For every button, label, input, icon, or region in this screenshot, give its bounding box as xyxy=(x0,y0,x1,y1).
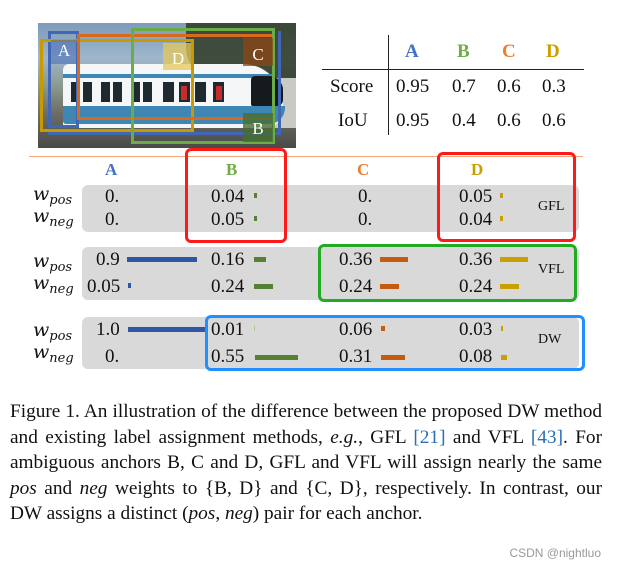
vfl-neg-D: 0.24 xyxy=(459,276,493,297)
score-D: 0.3 xyxy=(542,76,566,97)
dw-neg-D: 0.08 xyxy=(459,346,493,367)
vfl-wpos-label: wpos xyxy=(33,250,73,275)
vfl-neg-B: 0.24 xyxy=(211,276,245,297)
box-label-C: C xyxy=(252,45,264,64)
dw-row xyxy=(82,317,579,369)
iou-C: 0.6 xyxy=(497,110,521,131)
score-table-header-A: A xyxy=(405,41,419,62)
dw-pos-D: 0.03 xyxy=(459,319,493,340)
dw-pos-B-bar xyxy=(254,326,255,331)
anchor-box-B xyxy=(131,28,275,144)
gfl-neg-D-bar xyxy=(500,216,503,221)
dw-neg-D-bar xyxy=(501,355,507,360)
label-bg-D xyxy=(163,43,191,70)
score-C: 0.6 xyxy=(497,76,521,97)
dw-pos-C: 0.06 xyxy=(339,319,373,340)
vfl-wneg-label: wneg xyxy=(33,272,74,297)
gfl-wpos-label: wpos xyxy=(33,183,73,208)
gfl-pos-A: 0. xyxy=(105,186,120,207)
label-bg-B xyxy=(243,113,273,142)
vfl-pos-C-bar xyxy=(380,257,408,262)
vfl-neg-C: 0.24 xyxy=(339,276,373,297)
label-bg-A xyxy=(51,40,77,64)
vfl-neg-A-bar xyxy=(128,283,131,288)
weights-header-A: A xyxy=(105,160,118,179)
weights-header-D: D xyxy=(471,160,484,179)
gfl-neg-C: 0. xyxy=(358,209,373,230)
dw-pos-A-bar xyxy=(128,327,206,332)
citation-43[interactable]: [43] xyxy=(530,426,563,448)
vfl-pos-A: 0.9 xyxy=(96,249,120,270)
gfl-highlight-D xyxy=(437,152,576,242)
box-label-B: B xyxy=(252,119,264,138)
gfl-neg-A: 0. xyxy=(105,209,120,230)
dw-neg-B-bar xyxy=(255,355,298,360)
box-label-D: D xyxy=(171,49,185,68)
vfl-pos-B-bar xyxy=(254,257,266,262)
dw-neg-C-bar xyxy=(381,355,405,360)
label-bg-C xyxy=(243,38,273,66)
vfl-pos-C: 0.36 xyxy=(339,249,373,270)
anchor-box-D xyxy=(40,39,194,132)
vfl-neg-C-bar xyxy=(380,284,399,289)
citation-21[interactable]: [21] xyxy=(413,426,446,448)
gfl-pos-D: 0.05 xyxy=(459,186,493,207)
score-table-header-D: D xyxy=(546,41,560,62)
score-A: 0.95 xyxy=(396,76,430,97)
score-row-label: Score xyxy=(330,76,374,97)
gfl-wneg-label: wneg xyxy=(33,205,74,230)
iou-A: 0.95 xyxy=(396,110,430,131)
vfl-neg-B-bar xyxy=(254,284,273,289)
gfl-neg-B-bar xyxy=(254,216,257,221)
gfl-highlight-B xyxy=(185,148,287,243)
dw-wneg-label: wneg xyxy=(33,341,74,366)
iou-row-label: IoU xyxy=(338,110,368,131)
dw-neg-C: 0.31 xyxy=(339,346,373,367)
gfl-pos-B-bar xyxy=(254,193,257,198)
weights-header-B: B xyxy=(226,160,238,179)
dw-pos-D-bar xyxy=(501,326,503,331)
iou-B: 0.4 xyxy=(452,110,476,131)
gfl-pos-B: 0.04 xyxy=(211,186,245,207)
watermark: CSDN @nightluo xyxy=(509,546,601,560)
iou-D: 0.6 xyxy=(542,110,566,131)
dw-pos-C-bar xyxy=(381,326,385,331)
vfl-pos-B: 0.16 xyxy=(211,249,245,270)
vfl-highlight-CD xyxy=(318,244,577,302)
dw-neg-A: 0. xyxy=(105,346,120,367)
dw-highlight-BCD xyxy=(205,315,585,371)
dw-wpos-label: wpos xyxy=(33,319,73,344)
score-table-horizontal-rule xyxy=(322,69,584,70)
vfl-neg-D-bar xyxy=(500,284,519,289)
figure-caption: Figure 1. An illustration of the differe… xyxy=(10,401,602,524)
score-table-header-C: C xyxy=(502,41,516,62)
gfl-pos-C: 0. xyxy=(358,186,373,207)
score-table-header-B: B xyxy=(457,41,470,62)
vfl-method-label: VFL xyxy=(538,262,565,277)
gfl-neg-D: 0.04 xyxy=(459,209,493,230)
gfl-neg-B: 0.05 xyxy=(211,209,245,230)
score-table-vertical-rule xyxy=(388,35,389,135)
gfl-row xyxy=(82,185,579,232)
dw-method-label: DW xyxy=(538,332,562,347)
anchor-box-A-extent xyxy=(48,31,281,135)
gfl-method-label: GFL xyxy=(538,199,565,214)
section-separator xyxy=(29,156,583,157)
dw-neg-B: 0.55 xyxy=(211,346,245,367)
dw-pos-A: 1.0 xyxy=(96,319,120,340)
box-label-A: A xyxy=(57,41,71,60)
dw-pos-B: 0.01 xyxy=(211,319,245,340)
score-B: 0.7 xyxy=(452,76,476,97)
vfl-row xyxy=(82,247,579,300)
vfl-pos-D-bar xyxy=(500,257,528,262)
vfl-neg-A: 0.05 xyxy=(87,276,121,297)
weights-header-C: C xyxy=(357,160,370,179)
vfl-pos-A-bar xyxy=(127,257,197,262)
gfl-pos-D-bar xyxy=(500,193,503,198)
vfl-pos-D: 0.36 xyxy=(459,249,493,270)
